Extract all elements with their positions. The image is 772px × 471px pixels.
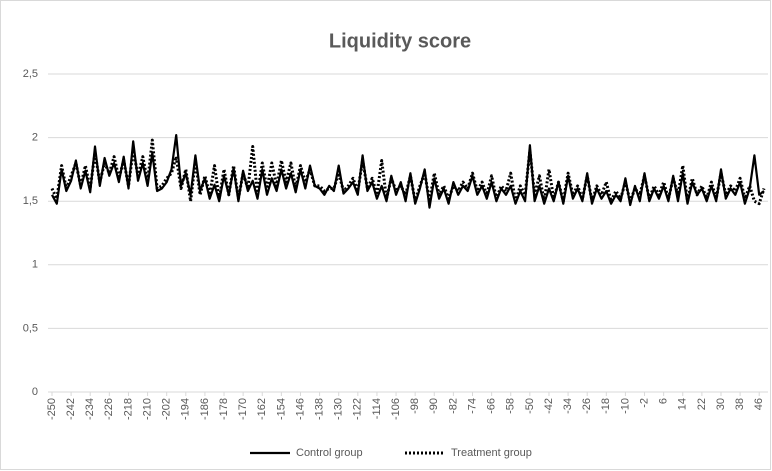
x-tick-label: -194 [180, 398, 192, 420]
x-tick-label: -42 [543, 398, 555, 414]
x-tick-label: -154 [275, 398, 287, 420]
chart-title: Liquidity score [329, 30, 471, 52]
x-tick-label: 22 [696, 398, 708, 410]
legend-label: Control group [296, 447, 363, 459]
x-tick-label: -162 [256, 398, 268, 420]
x-tick-label: 30 [715, 398, 727, 410]
x-tick-label: -186 [199, 398, 211, 420]
y-tick-label: 2,5 [23, 68, 38, 80]
x-tick-label: -178 [218, 398, 230, 420]
y-tick-label: 0,5 [23, 322, 38, 334]
x-tick-label: -74 [466, 398, 478, 414]
x-tick-label: -58 [505, 398, 517, 414]
y-tick-label: 1,5 [23, 195, 38, 207]
x-tick-label: -2 [638, 398, 650, 408]
x-tick-label: -98 [409, 398, 421, 414]
legend-label: Treatment group [451, 447, 532, 459]
x-tick-label: -130 [333, 398, 345, 420]
x-tick-label: -50 [524, 398, 536, 414]
x-tick-label: -18 [600, 398, 612, 414]
x-tick-label: -26 [581, 398, 593, 414]
x-tick-label: -138 [314, 398, 326, 420]
x-tick-label: -170 [237, 398, 249, 420]
x-tick-label: -250 [46, 398, 58, 420]
x-tick-label: 14 [677, 398, 689, 410]
x-tick-label: -34 [562, 398, 574, 414]
x-tick-label: -202 [161, 398, 173, 420]
x-tick-label: 6 [658, 398, 670, 404]
x-tick-label: -242 [65, 398, 77, 420]
x-tick-label: -90 [428, 398, 440, 414]
x-tick-label: -122 [352, 398, 364, 420]
y-tick-label: 2 [32, 132, 38, 144]
x-tick-label: -218 [122, 398, 134, 420]
x-tick-label: -114 [371, 398, 383, 419]
x-tick-label: -66 [486, 398, 498, 414]
series-line [50, 138, 766, 206]
x-tick-label: 38 [734, 398, 746, 410]
x-tick-label: -10 [619, 398, 631, 414]
x-tick-label: -106 [390, 398, 402, 420]
x-tick-label: -146 [294, 398, 306, 420]
x-tick-label: -210 [141, 398, 153, 420]
x-tick-label: -82 [447, 398, 459, 414]
x-tick-label: -234 [84, 398, 96, 420]
x-tick-label: 46 [753, 398, 765, 410]
y-tick-label: 0 [32, 386, 38, 398]
x-tick-label: -226 [103, 398, 115, 420]
y-tick-label: 1 [32, 259, 38, 271]
